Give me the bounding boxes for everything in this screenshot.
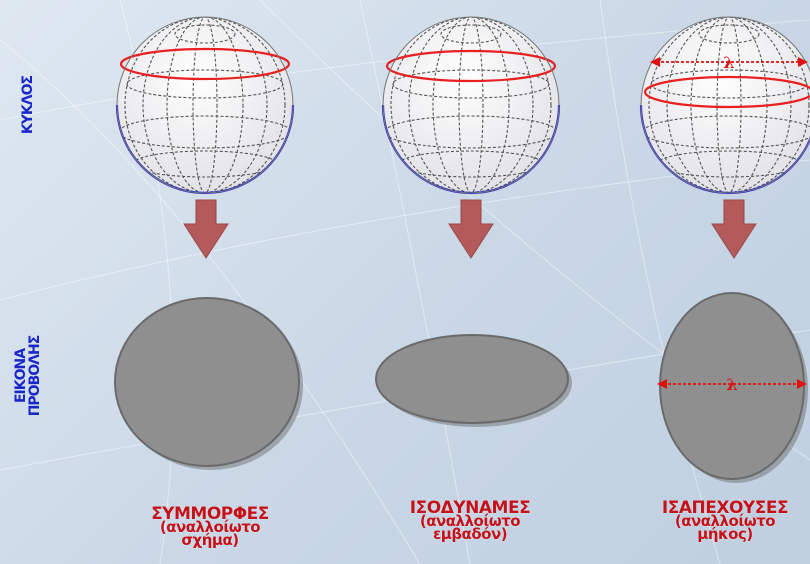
caption-sub2: μήκος) — [697, 525, 753, 543]
row-label-projection-image: ΕΙΚΟΝΑ ΠΡΟΒΟΛΗΣ — [13, 316, 43, 436]
caption-sub2: σχήμα) — [181, 531, 239, 549]
equator-line — [385, 49, 557, 83]
arrow-down-3 — [711, 199, 757, 259]
equator-line — [643, 75, 810, 109]
caption-title: ΙΣΑΠΕΧΟΥΣΕΣ — [661, 498, 789, 518]
caption-title: ΣΥΜΜΟΡΦΕΣ — [151, 504, 269, 524]
arrow-down-1 — [183, 199, 229, 259]
caption-conformal: ΣΥΜΜΟΡΦΕΣ (αναλλοίωτο σχήμα) — [120, 504, 300, 549]
row-label-line2: ΠΡΟΒΟΛΗΣ — [27, 335, 43, 417]
arrow-down-2 — [448, 199, 494, 259]
caption-sub1: (αναλλοίωτο — [419, 512, 521, 530]
lambda-measure-bottom: λ — [657, 375, 807, 394]
shape-conformal-circle — [114, 297, 303, 470]
shape-equal-area-ellipse — [375, 334, 572, 427]
caption-sub1: (αναλλοίωτο — [159, 518, 261, 536]
globe-equidistant: λ — [639, 16, 810, 195]
caption-sub1: (αναλλοίωτο — [674, 512, 776, 530]
lambda-label: λ — [726, 375, 737, 394]
lambda-label: λ — [723, 53, 734, 72]
row-label-circle: ΚΥΚΛΟΣ — [20, 75, 36, 135]
globe-conformal — [115, 16, 295, 195]
caption-equidistant: ΙΣΑΠΕΧΟΥΣΕΣ (αναλλοίωτο μήκος) — [640, 498, 810, 543]
row-label-line1: ΕΙΚΟΝΑ — [13, 348, 29, 404]
lambda-measure-top: λ — [650, 53, 808, 72]
caption-equal-area: ΙΣΟΔΥΝΑΜΕΣ (αναλλοίωτο εμβαδόν) — [380, 498, 560, 543]
caption-title: ΙΣΟΔΥΝΑΜΕΣ — [409, 498, 531, 518]
equator-line — [119, 47, 291, 81]
globe-equal-area — [381, 16, 561, 195]
caption-sub2: εμβαδόν) — [432, 525, 508, 543]
shape-equidistant-ellipse: λ — [657, 292, 808, 483]
